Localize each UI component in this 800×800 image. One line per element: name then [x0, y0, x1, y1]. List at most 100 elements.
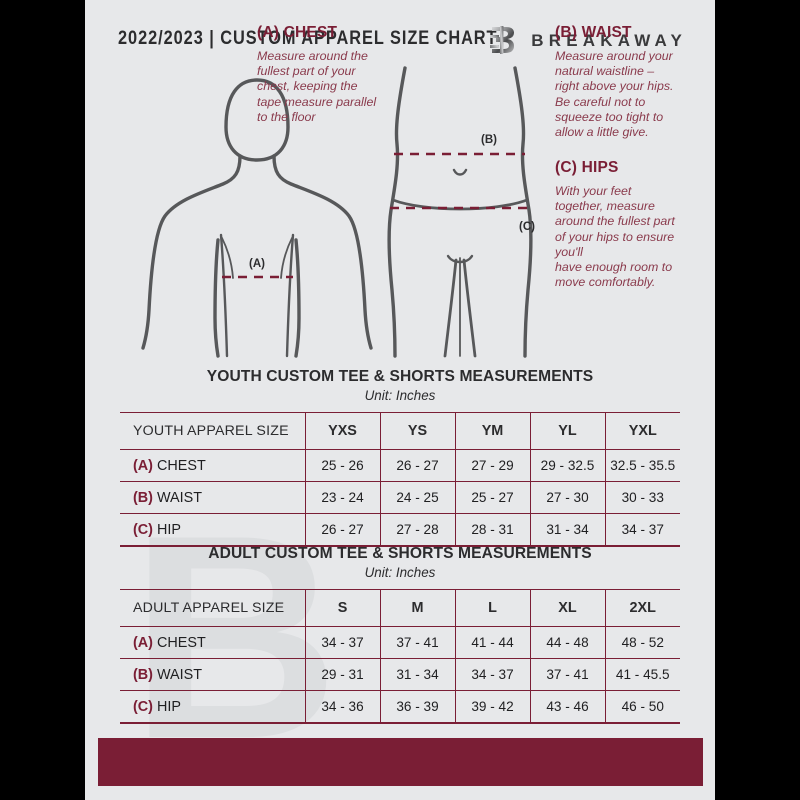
youth-chest-ys: 26 - 27	[379, 449, 455, 482]
row-tag-a: (A)	[133, 457, 153, 474]
adult-hip-l: 39 - 42	[454, 690, 530, 723]
adult-table-bottom-rule	[120, 723, 680, 724]
youth-table-body: (A) CHEST 25 - 26 26 - 27 27 - 29 29 - 32…	[120, 449, 680, 546]
adult-size-col-0: S	[304, 589, 380, 627]
adult-hip-s: 34 - 36	[304, 690, 380, 723]
youth-table-title: YOUTH CUSTOM TEE & SHORTS MEASUREMENTS	[206, 368, 594, 385]
adult-chest-2xl: 48 - 52	[604, 626, 680, 659]
youth-waist-yxs: 23 - 24	[304, 481, 380, 514]
youth-table-bottom-rule	[120, 546, 680, 547]
table-row: (C) HIP 34 - 36 36 - 39 39 - 42 43 - 46 4…	[120, 690, 680, 723]
youth-hip-yxs: 26 - 27	[304, 513, 380, 546]
torso-figure-illustration	[141, 78, 373, 358]
chest-measure-label: (A)	[249, 258, 265, 270]
youth-size-table: YOUTH APPAREL SIZE YXS YS YM YL YXL (A) C…	[120, 412, 680, 546]
adult-row-label-waist: (B) WAIST	[120, 658, 305, 691]
youth-hip-ys: 27 - 28	[379, 513, 455, 546]
adult-chest-xl: 44 - 48	[529, 626, 605, 659]
youth-size-col-1: YS	[379, 412, 455, 450]
youth-hip-ym: 28 - 31	[454, 513, 530, 546]
page-header: 2022/2023 | CUSTOM APPAREL SIZE CHART	[85, 26, 715, 60]
table-row: (C) HIP 26 - 27 27 - 28 28 - 31 31 - 34 3…	[120, 513, 680, 546]
adult-table-unit: Unit: Inches	[364, 565, 436, 580]
youth-chest-yxs: 25 - 26	[304, 449, 380, 482]
youth-waist-yl: 27 - 30	[529, 481, 605, 514]
row-name-waist: WAIST	[156, 666, 203, 683]
youth-chest-ym: 27 - 29	[454, 449, 530, 482]
note-chest-title: (A) CHEST	[257, 24, 338, 41]
youth-header-row: YOUTH APPAREL SIZE YXS YS YM YL YXL	[120, 412, 680, 450]
adult-size-table-block: ADULT CUSTOM TEE & SHORTS MEASUREMENTS U…	[85, 545, 715, 724]
adult-chest-l: 41 - 44	[454, 626, 530, 659]
adult-waist-s: 29 - 31	[304, 658, 380, 691]
row-name-hip: HIP	[156, 698, 181, 715]
youth-size-table-block: YOUTH CUSTOM TEE & SHORTS MEASUREMENTS U…	[85, 368, 715, 547]
adult-chest-s: 34 - 37	[304, 626, 380, 659]
youth-size-col-3: YL	[529, 412, 605, 450]
adult-row-label-hip: (C) HIP	[120, 690, 305, 723]
brand-lockup: BREAKAWAY	[489, 24, 687, 58]
youth-chest-yxl: 32.5 - 35.5	[604, 449, 680, 482]
youth-table-head: YOUTH APPAREL SIZE YXS YS YM YL YXL	[120, 412, 680, 450]
table-row: (B) WAIST 23 - 24 24 - 25 25 - 27 27 - 30…	[120, 481, 680, 514]
row-tag-a: (A)	[133, 634, 153, 651]
note-waist-title: (B) WAIST	[555, 24, 632, 41]
note-hips-body: With your feet together, measure around …	[555, 184, 675, 290]
youth-hip-yl: 31 - 34	[529, 513, 605, 546]
adult-waist-xl: 37 - 41	[529, 658, 605, 691]
adult-size-col-1: M	[379, 589, 455, 627]
note-chest: (A) CHEST Measure around the fullest par…	[257, 24, 409, 125]
adult-header-row: ADULT APPAREL SIZE S M L XL 2XL	[120, 589, 680, 627]
adult-header-label: ADULT APPAREL SIZE	[120, 589, 305, 627]
youth-chest-yl: 29 - 32.5	[529, 449, 605, 482]
adult-size-col-2: L	[454, 589, 530, 627]
adult-row-label-chest: (A) CHEST	[120, 626, 305, 659]
row-name-chest: CHEST	[156, 634, 206, 651]
page-title: 2022/2023 | CUSTOM APPAREL SIZE CHART	[118, 28, 498, 49]
youth-row-label-hip: (C) HIP	[120, 513, 305, 546]
youth-size-col-2: YM	[454, 412, 530, 450]
adult-waist-l: 34 - 37	[454, 658, 530, 691]
note-waist-body: Measure around your natural waistline – …	[555, 49, 674, 140]
adult-size-col-4: 2XL	[604, 589, 680, 627]
youth-size-col-0: YXS	[304, 412, 380, 450]
youth-hip-yxl: 34 - 37	[604, 513, 680, 546]
youth-size-col-4: YXL	[604, 412, 680, 450]
row-tag-b: (B)	[133, 666, 153, 683]
hip-measure-label: (C)	[519, 221, 535, 233]
youth-waist-yxl: 30 - 33	[604, 481, 680, 514]
size-chart-sheet: B 2022/2023 | CUSTOM APPAREL SIZE CHART	[85, 0, 715, 800]
note-chest-body: Measure around the fullest part of your …	[257, 49, 377, 124]
brand-name: BREAKAWAY	[531, 31, 687, 50]
row-name-hip: HIP	[156, 521, 181, 538]
adult-table-title: ADULT CUSTOM TEE & SHORTS MEASUREMENTS	[208, 545, 592, 562]
note-hips: (C) HIPS With your feet together, measur…	[555, 159, 703, 290]
waist-measure-label: (B)	[481, 134, 497, 146]
adult-size-col-3: XL	[529, 589, 605, 627]
measurement-illustrations: (A) (B)	[85, 60, 715, 360]
row-tag-b: (B)	[133, 489, 153, 506]
youth-waist-ym: 25 - 27	[454, 481, 530, 514]
adult-size-table: ADULT APPAREL SIZE S M L XL 2XL (A) CHEST…	[120, 589, 680, 723]
adult-waist-m: 31 - 34	[379, 658, 455, 691]
footer-accent-bar	[98, 738, 703, 786]
adult-chest-m: 37 - 41	[379, 626, 455, 659]
table-row: (A) CHEST 34 - 37 37 - 41 41 - 44 44 - 48…	[120, 626, 680, 659]
table-row: (A) CHEST 25 - 26 26 - 27 27 - 29 29 - 32…	[120, 449, 680, 482]
youth-header-label: YOUTH APPAREL SIZE	[120, 412, 305, 450]
hips-figure-illustration	[387, 66, 533, 358]
row-name-waist: WAIST	[156, 489, 203, 506]
table-row: (B) WAIST 29 - 31 31 - 34 34 - 37 37 - 41…	[120, 658, 680, 691]
note-hips-title: (C) HIPS	[555, 159, 619, 176]
youth-row-label-waist: (B) WAIST	[120, 481, 305, 514]
row-name-chest: CHEST	[156, 457, 206, 474]
adult-table-body: (A) CHEST 34 - 37 37 - 41 41 - 44 44 - 48…	[120, 626, 680, 723]
adult-table-head: ADULT APPAREL SIZE S M L XL 2XL	[120, 589, 680, 627]
adult-hip-m: 36 - 39	[379, 690, 455, 723]
row-tag-c: (C)	[133, 698, 153, 715]
youth-table-unit: Unit: Inches	[364, 388, 436, 403]
adult-hip-2xl: 46 - 50	[604, 690, 680, 723]
row-tag-c: (C)	[133, 521, 153, 538]
note-waist: (B) WAIST Measure around your natural wa…	[555, 24, 703, 140]
youth-row-label-chest: (A) CHEST	[120, 449, 305, 482]
